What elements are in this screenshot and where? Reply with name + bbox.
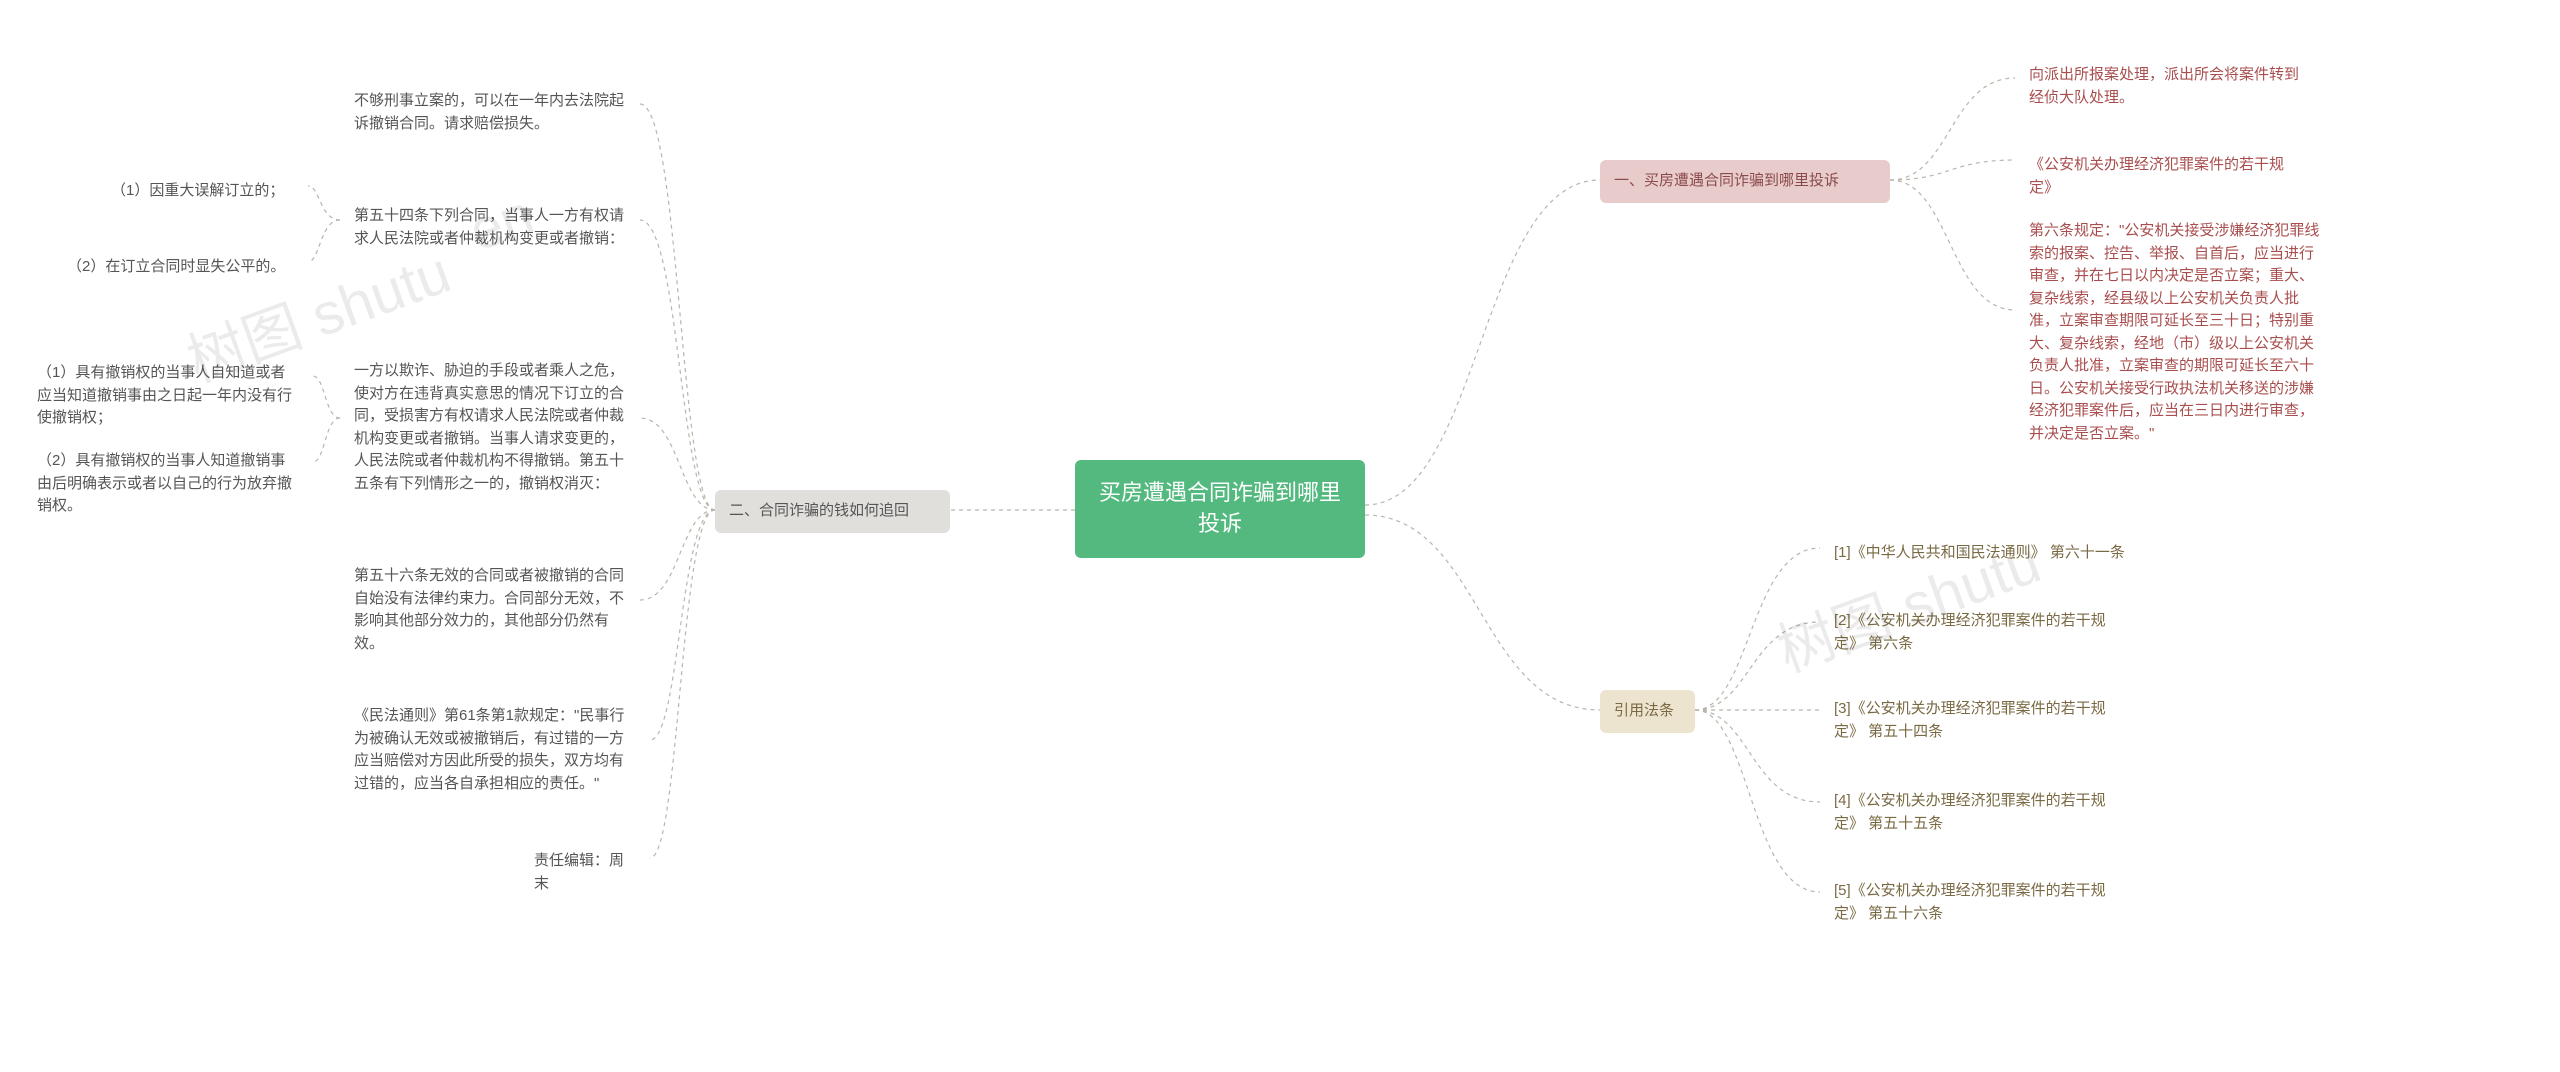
leaf-l3b: （2）具有撤销权的当事人知道撤销事由后明确表示或者以自己的行为放弃撤销权。: [23, 440, 313, 528]
branch-3: 引用法条: [1600, 690, 1695, 733]
leaf-l3a: （1）具有撤销权的当事人自知道或者应当知道撤销事由之日起一年内没有行使撤销权；: [23, 352, 313, 440]
leaf-c4: [4]《公安机关办理经济犯罪案件的若干规定》 第五十五条: [1820, 780, 2140, 845]
leaf-l1: 不够刑事立案的，可以在一年内去法院起诉撤销合同。请求赔偿损失。: [340, 80, 640, 145]
leaf-l2: 第五十四条下列合同，当事人一方有权请求人民法院或者仲裁机构变更或者撤销：: [340, 195, 640, 260]
leaf-l4: 第五十六条无效的合同或者被撤销的合同自始没有法律约束力。合同部分无效，不影响其他…: [340, 555, 640, 665]
leaf-c3: [3]《公安机关办理经济犯罪案件的若干规定》 第五十四条: [1820, 688, 2140, 753]
leaf-r2: 《公安机关办理经济犯罪案件的若干规定》: [2015, 144, 2315, 209]
leaf-l2a: （1）因重大误解订立的；: [97, 170, 307, 213]
leaf-c1: [1]《中华人民共和国民法通则》 第六十一条: [1820, 532, 2140, 575]
leaf-c2: [2]《公安机关办理经济犯罪案件的若干规定》 第六条: [1820, 600, 2140, 665]
branch-1: 一、买房遭遇合同诈骗到哪里投诉: [1600, 160, 1890, 203]
leaf-l2b: （2）在订立合同时显失公平的。: [53, 246, 308, 289]
root-line2: 投诉: [1097, 509, 1343, 540]
leaf-l5: 《民法通则》第61条第1款规定："民事行为被确认无效或被撤销后，有过错的一方应当…: [340, 695, 650, 805]
branch-2: 二、合同诈骗的钱如何追回: [715, 490, 950, 533]
leaf-r1: 向派出所报案处理，派出所会将案件转到经侦大队处理。: [2015, 54, 2315, 119]
leaf-l3: 一方以欺诈、胁迫的手段或者乘人之危，使对方在违背真实意思的情况下订立的合同，受损…: [340, 350, 640, 505]
leaf-c5: [5]《公安机关办理经济犯罪案件的若干规定》 第五十六条: [1820, 870, 2140, 935]
leaf-l6: 责任编辑：周末: [520, 840, 650, 905]
root-line1: 买房遭遇合同诈骗到哪里: [1097, 478, 1343, 509]
leaf-r3: 第六条规定："公安机关接受涉嫌经济犯罪线索的报案、控告、举报、自首后，应当进行审…: [2015, 210, 2335, 455]
root-node: 买房遭遇合同诈骗到哪里 投诉: [1075, 460, 1365, 558]
